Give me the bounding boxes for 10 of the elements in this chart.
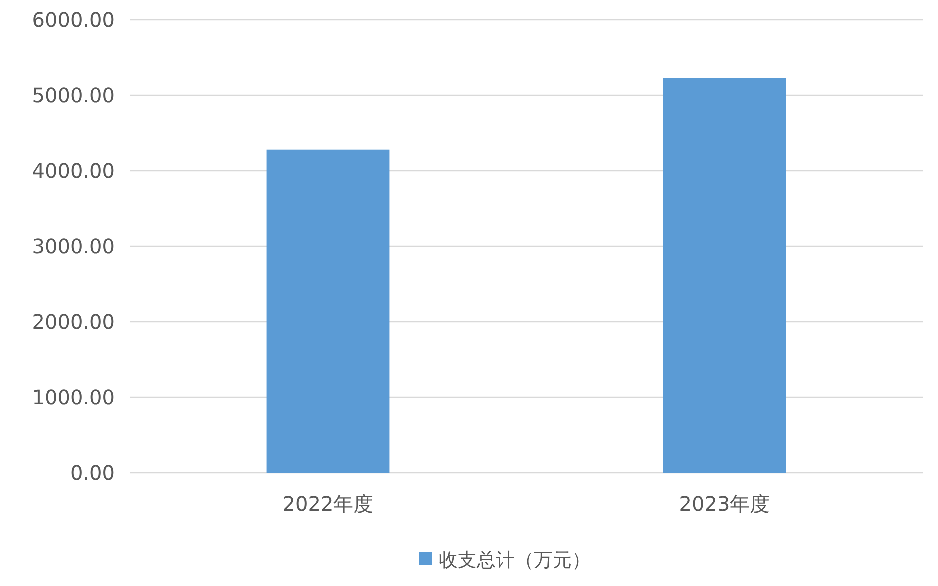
- y-tick-label: 1000.00: [32, 386, 115, 410]
- y-tick-label: 5000.00: [32, 84, 115, 108]
- x-tick-label: 2022年度: [282, 492, 374, 516]
- y-tick-label: 6000.00: [32, 8, 115, 32]
- y-tick-label: 0.00: [70, 461, 115, 485]
- legend-label: 收支总计（万元）: [439, 550, 591, 572]
- y-tick-label: 4000.00: [32, 159, 115, 183]
- y-tick-label: 2000.00: [32, 310, 115, 334]
- x-tick-label: 2023年度: [679, 492, 770, 516]
- y-tick-label: 3000.00: [32, 234, 115, 258]
